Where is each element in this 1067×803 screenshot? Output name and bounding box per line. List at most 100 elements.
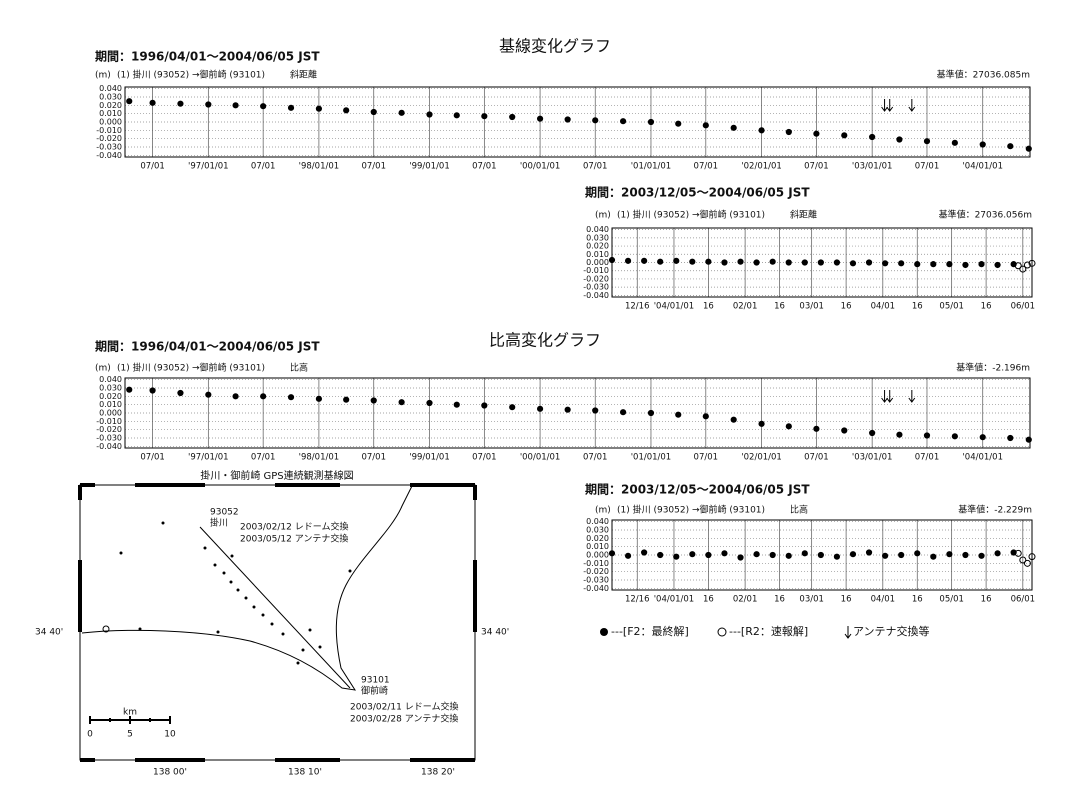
data-point bbox=[1025, 436, 1032, 443]
data-point bbox=[624, 257, 632, 264]
data-point bbox=[730, 124, 737, 131]
y-tick-label: 0.030 bbox=[586, 526, 609, 535]
legend: ---[F2：最終解] ---[R2：速報解] アンテナ交換等 bbox=[600, 624, 930, 639]
data-point bbox=[592, 407, 599, 414]
y-tick-label: -0.010 bbox=[96, 126, 122, 135]
data-point bbox=[730, 416, 737, 423]
data-point bbox=[1019, 556, 1027, 564]
data-point bbox=[641, 549, 648, 556]
data-point bbox=[898, 551, 905, 559]
y-tick-label: -0.040 bbox=[583, 584, 609, 593]
y-tick-label: 0.030 bbox=[99, 93, 122, 102]
y-tick-label: 0.010 bbox=[99, 109, 122, 118]
station2-note: 2003/02/11 レドーム交換 bbox=[350, 701, 458, 713]
data-point bbox=[619, 118, 627, 125]
data-point bbox=[914, 261, 921, 268]
data-point bbox=[315, 105, 323, 112]
x-tick-label: '99/01/01 bbox=[409, 453, 450, 463]
data-point bbox=[453, 401, 460, 408]
reference-value: 基準値：27036.056m bbox=[939, 209, 1032, 221]
data-point bbox=[177, 100, 184, 107]
data-point bbox=[769, 551, 776, 559]
y-tick-label: -0.020 bbox=[96, 425, 122, 434]
data-point bbox=[705, 551, 712, 559]
data-point bbox=[869, 133, 876, 141]
y-axis-label: (m) bbox=[595, 211, 611, 221]
data-point bbox=[923, 138, 931, 145]
data-point bbox=[624, 552, 632, 559]
x-tick-label: '01/01/01 bbox=[631, 453, 672, 463]
y-tick-label: 0.010 bbox=[586, 250, 609, 259]
data-point bbox=[994, 550, 1001, 557]
event-arrow bbox=[881, 99, 888, 112]
data-point bbox=[177, 389, 184, 397]
y-tick-label: -0.020 bbox=[583, 567, 609, 576]
x-tick-label: 16 bbox=[912, 302, 923, 312]
data-point bbox=[647, 409, 655, 417]
x-tick-label: '04/01/01 bbox=[654, 302, 695, 312]
data-point bbox=[737, 554, 744, 561]
data-point bbox=[1014, 262, 1022, 270]
data-point bbox=[343, 107, 350, 114]
data-point bbox=[785, 259, 792, 266]
legend-open-marker bbox=[717, 627, 727, 637]
x-tick-label: 07/01 bbox=[804, 453, 829, 463]
data-point bbox=[817, 259, 824, 266]
y-tick-label: -0.040 bbox=[583, 291, 609, 300]
station1-note: 2003/02/12 レドーム交換 bbox=[240, 521, 348, 533]
x-tick-label: 03/01 bbox=[799, 302, 824, 312]
y-axis-label: (m) bbox=[95, 71, 111, 81]
longitude-label: 138 10' bbox=[288, 768, 322, 778]
data-point bbox=[865, 549, 873, 556]
data-point bbox=[813, 425, 820, 432]
x-tick-label: '00/01/01 bbox=[520, 453, 561, 463]
data-point bbox=[564, 406, 571, 413]
data-point bbox=[979, 434, 986, 441]
data-point bbox=[536, 115, 544, 122]
chart-subtitle: 期間：1996/04/01～2004/06/05 JST bbox=[95, 339, 320, 354]
x-tick-label: 07/01 bbox=[472, 453, 497, 463]
map: 掛川・御前崎 GPS連続観測基線図 93052 掛川 2003/02/12 レド… bbox=[35, 469, 509, 778]
data-point bbox=[232, 102, 239, 109]
data-point bbox=[817, 551, 824, 559]
y-tick-label: 0.020 bbox=[586, 242, 609, 251]
data-point bbox=[675, 411, 682, 418]
data-point bbox=[1028, 259, 1036, 267]
x-tick-label: 02/01 bbox=[733, 595, 758, 605]
data-point bbox=[1028, 553, 1036, 561]
station2-note: 2003/02/28 アンテナ交換 bbox=[350, 713, 458, 725]
data-point bbox=[370, 108, 377, 116]
x-tick-label: 16 bbox=[841, 302, 852, 312]
data-point bbox=[536, 405, 544, 412]
event-arrow bbox=[886, 99, 894, 112]
scale-label: 5 bbox=[127, 730, 133, 740]
x-tick-label: 16 bbox=[981, 595, 992, 605]
data-point bbox=[946, 551, 953, 558]
data-point bbox=[149, 387, 156, 394]
x-tick-label: 05/01 bbox=[939, 302, 964, 312]
data-point bbox=[923, 432, 931, 439]
data-point bbox=[564, 116, 571, 123]
x-tick-label: 07/01 bbox=[472, 162, 497, 172]
data-point bbox=[398, 399, 405, 406]
y-tick-label: -0.030 bbox=[583, 576, 609, 585]
y-tick-label: 0.010 bbox=[99, 400, 122, 409]
x-tick-label: 16 bbox=[981, 302, 992, 312]
reference-value: 基準値：-2.196m bbox=[956, 362, 1030, 374]
data-point bbox=[951, 139, 958, 146]
data-point bbox=[753, 259, 760, 266]
chart-subtitle: 期間：2003/12/05～2004/06/05 JST bbox=[585, 185, 810, 200]
legend-arrow bbox=[844, 626, 852, 639]
data-point bbox=[801, 550, 808, 557]
data-point bbox=[315, 395, 323, 402]
data-point bbox=[813, 130, 820, 137]
x-tick-label: 07/01 bbox=[915, 162, 940, 172]
data-point bbox=[898, 260, 905, 267]
y-tick-label: 0.000 bbox=[586, 258, 609, 267]
data-point bbox=[882, 552, 889, 559]
baseline-name: (1) 掛川 (93052) →御前崎 (93101) bbox=[117, 69, 265, 81]
y-tick-label: -0.030 bbox=[96, 434, 122, 443]
